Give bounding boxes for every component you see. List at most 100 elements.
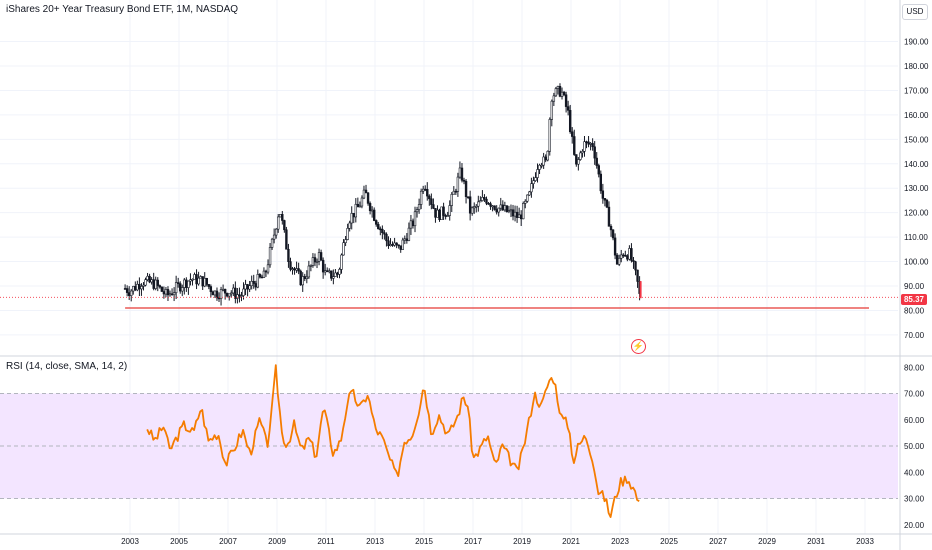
- candle-body-up: [497, 207, 500, 213]
- candle-body-down: [391, 244, 394, 246]
- candle-body-down: [287, 248, 290, 262]
- candle-body-down: [468, 196, 472, 214]
- candle: [307, 260, 311, 279]
- candle-body-down: [336, 272, 339, 275]
- time-tick-label: 2005: [170, 537, 188, 546]
- candle: [389, 238, 392, 247]
- candle-body-down: [185, 279, 188, 288]
- candle-body-down: [483, 197, 486, 200]
- candle: [305, 270, 309, 284]
- candle: [550, 99, 554, 127]
- candle: [448, 200, 451, 221]
- candle-body-up: [450, 194, 453, 206]
- candle: [215, 287, 219, 301]
- candle: [405, 233, 409, 244]
- candle-body-down: [352, 213, 355, 218]
- candle-body-down: [377, 224, 380, 230]
- candle-body-down: [511, 209, 515, 217]
- candle: [125, 285, 129, 297]
- candle-body-up: [470, 207, 474, 214]
- candle-body-down: [615, 254, 619, 265]
- candle-body-up: [456, 176, 460, 192]
- candle-body-up: [546, 150, 549, 161]
- candle-body-down: [138, 283, 141, 290]
- price-tick-label: 80.00: [904, 306, 925, 315]
- candle-body-down: [297, 268, 300, 272]
- candle-body-up: [540, 164, 543, 167]
- candle-body-down: [195, 274, 198, 285]
- candle-body-down: [252, 281, 255, 284]
- candle: [579, 150, 582, 161]
- candle: [150, 277, 153, 285]
- candle: [538, 163, 541, 175]
- candle: [432, 198, 435, 210]
- candle-body-up: [168, 293, 172, 296]
- candle: [526, 194, 529, 203]
- candle-body-down: [599, 173, 603, 192]
- candle: [544, 154, 547, 163]
- candle: [507, 205, 511, 214]
- candle-body-down: [636, 269, 639, 282]
- candle: [303, 273, 306, 282]
- candle-body-up: [522, 203, 525, 220]
- candle-body-down: [166, 289, 170, 296]
- candle-body-up: [481, 197, 484, 201]
- candle: [624, 250, 627, 257]
- candle-body-up: [491, 205, 494, 208]
- rsi-tick-label: 20.00: [904, 521, 925, 530]
- candle-body-up: [446, 215, 449, 217]
- candle: [277, 213, 280, 233]
- candle-body-down: [330, 270, 333, 279]
- candle: [346, 223, 349, 241]
- candle-body-up: [199, 276, 202, 279]
- rsi-indicator-title[interactable]: RSI (14, close, SMA, 14, 2): [6, 361, 128, 372]
- candle: [385, 232, 388, 247]
- candle: [140, 283, 143, 296]
- candle-body-up: [448, 205, 451, 216]
- candle: [313, 253, 317, 267]
- candle: [344, 235, 347, 247]
- candle: [401, 237, 404, 250]
- candle-body-up: [338, 269, 341, 275]
- candle-body-down: [434, 208, 437, 218]
- candle-body-down: [515, 211, 519, 218]
- candle-body-down: [585, 141, 588, 143]
- candle-body-down: [562, 91, 566, 96]
- candle-body-down: [605, 199, 609, 208]
- candle-body-up: [507, 210, 511, 213]
- candle-body-down: [158, 285, 162, 288]
- candle-body-down: [364, 189, 368, 194]
- candle-body-up: [458, 167, 462, 178]
- candle-body-up: [268, 247, 272, 266]
- candle-body-up: [295, 268, 298, 271]
- candle-body-up: [542, 156, 545, 166]
- lightning-icon[interactable]: ⚡: [631, 339, 646, 354]
- candle: [593, 141, 596, 165]
- candle: [599, 170, 603, 194]
- candle: [595, 152, 598, 169]
- candle: [213, 290, 217, 298]
- candle: [415, 206, 419, 218]
- candle: [352, 213, 355, 224]
- candle: [532, 176, 535, 189]
- candle-body-down: [501, 204, 505, 211]
- candle: [319, 249, 323, 261]
- candle: [289, 257, 292, 272]
- candle: [350, 206, 353, 230]
- candle-body-up: [513, 211, 517, 217]
- candle-body-up: [346, 228, 349, 240]
- candle: [446, 211, 449, 217]
- candle-body-down: [234, 287, 237, 299]
- candle-body-up: [334, 272, 337, 277]
- rsi-tick-label: 70.00: [904, 390, 925, 399]
- candle-body-up: [219, 289, 223, 299]
- time-tick-label: 2013: [366, 537, 384, 546]
- candle: [230, 290, 233, 298]
- candle: [609, 224, 613, 237]
- candle-body-down: [293, 268, 296, 271]
- candle-body-down: [566, 106, 570, 111]
- currency-button[interactable]: USD: [902, 4, 928, 20]
- candle: [620, 249, 623, 263]
- candle: [174, 275, 178, 300]
